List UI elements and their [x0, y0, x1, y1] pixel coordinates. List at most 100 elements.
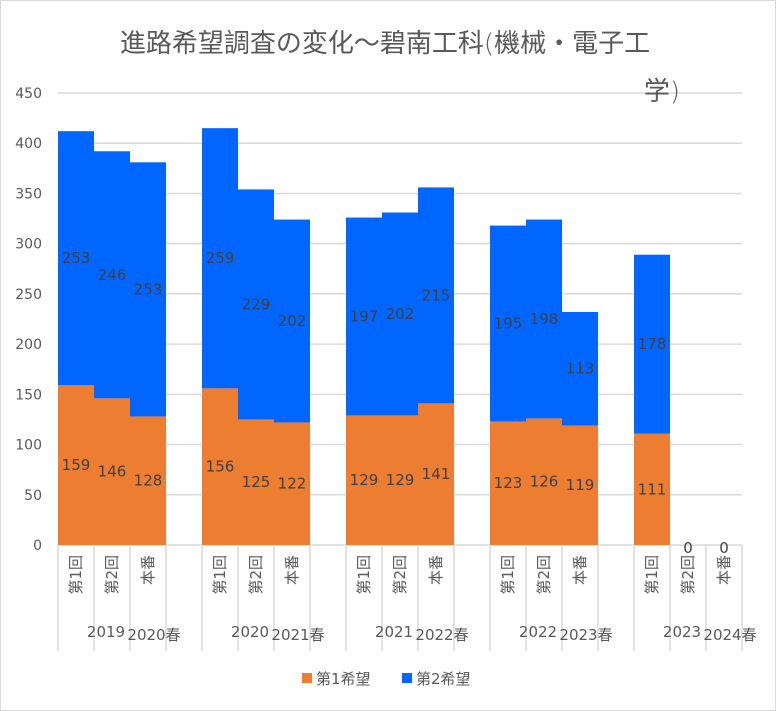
legend-swatch-first-choice: [302, 673, 312, 683]
y-tick-label: 450: [15, 86, 42, 102]
bar-first-choice: [238, 419, 274, 545]
data-label-second-choice: 202: [278, 312, 307, 330]
bar-second-choice: [202, 128, 238, 389]
bar-second-choice: [238, 189, 274, 420]
chart-title-line-1: 進路希望調査の変化～碧南工科(機械・電子工: [120, 29, 650, 59]
category-label: 第2回: [535, 555, 553, 595]
y-tick-label: 0: [33, 538, 42, 554]
data-label-second-choice: 246: [98, 266, 127, 284]
bar-second-choice: [130, 162, 166, 417]
group-label-year: 2023: [663, 623, 701, 641]
bars: [58, 128, 670, 545]
bar-second-choice: [58, 131, 94, 386]
category-label: 本番: [139, 555, 157, 585]
category-label: 第2回: [391, 555, 409, 595]
data-label-second-choice: 113: [566, 360, 595, 378]
category-label: 第1回: [499, 555, 517, 595]
chart-title-line-2: 学): [644, 77, 680, 107]
group-label-year: 2020: [231, 623, 269, 641]
bar-second-choice: [274, 219, 310, 423]
gridlines: [58, 92, 742, 496]
data-label-first-choice: 119: [566, 476, 595, 494]
data-label-first-choice: 0: [683, 539, 693, 557]
data-label-second-choice: 195: [494, 315, 523, 333]
data-label-first-choice: 146: [98, 463, 127, 481]
group-label-spring: 2020春: [127, 626, 180, 644]
data-label-second-choice: 202: [386, 305, 415, 323]
y-tick-label: 100: [15, 438, 42, 454]
y-axis-ticks: 0 50 100 150 200 250 300 350 400 450: [15, 86, 42, 554]
bar-first-choice: [202, 388, 238, 545]
category-label: 本番: [571, 555, 589, 585]
bar-first-choice: [346, 415, 382, 545]
y-tick-label: 400: [15, 136, 42, 152]
bar-second-choice: [94, 151, 130, 399]
bar-first-choice: [382, 415, 418, 545]
group-label-year: 2021: [375, 623, 413, 641]
data-label-second-choice: 259: [206, 249, 235, 267]
y-tick-label: 200: [15, 337, 42, 353]
group-label-year: 2022: [519, 623, 557, 641]
category-label: 第1回: [643, 555, 661, 595]
y-tick-label: 50: [24, 488, 42, 504]
legend: 第1希望 第2希望: [302, 670, 471, 688]
data-label-first-choice: 0: [719, 539, 729, 557]
data-label-second-choice: 253: [134, 280, 163, 298]
bar-second-choice: [526, 219, 562, 419]
bar-second-choice: [634, 254, 670, 434]
category-label: 第1回: [355, 555, 373, 595]
bar-first-choice: [418, 403, 454, 545]
bar-second-choice: [382, 212, 418, 416]
bar-first-choice: [526, 418, 562, 545]
category-label: 本番: [715, 555, 733, 585]
category-label: 第2回: [679, 555, 697, 595]
bar-second-choice: [562, 311, 598, 426]
data-label-first-choice: 159: [62, 456, 91, 474]
group-label-spring: 2023春: [559, 626, 612, 644]
data-label-second-choice: 229: [242, 295, 271, 313]
bar-first-choice: [490, 421, 526, 545]
y-tick-label: 300: [15, 237, 42, 253]
legend-label-second-choice: 第2希望: [416, 670, 471, 688]
category-label: 本番: [427, 555, 445, 585]
y-tick-label: 150: [15, 387, 42, 403]
legend-swatch-second-choice: [402, 673, 412, 683]
data-label-first-choice: 129: [350, 471, 379, 489]
data-label-second-choice: 215: [422, 286, 451, 304]
category-label: 第1回: [67, 555, 85, 595]
category-label: 本番: [283, 555, 301, 585]
legend-label-first-choice: 第1希望: [316, 670, 371, 688]
category-label: 第1回: [211, 555, 229, 595]
bar-first-choice: [562, 425, 598, 545]
group-label-spring: 2022春: [415, 626, 468, 644]
bar-first-choice: [130, 416, 166, 545]
data-label-first-choice: 125: [242, 473, 271, 491]
category-axis-lines: [57, 544, 743, 651]
bar-second-choice: [346, 217, 382, 416]
data-label-first-choice: 123: [494, 474, 523, 492]
y-tick-label: 250: [15, 287, 42, 303]
data-label-first-choice: 129: [386, 471, 415, 489]
data-label-second-choice: 198: [530, 310, 559, 328]
bar-first-choice: [274, 422, 310, 545]
bar-second-choice: [418, 187, 454, 404]
data-label-first-choice: 128: [134, 472, 163, 490]
bar-first-choice: [58, 385, 94, 545]
category-label: 第2回: [103, 555, 121, 595]
data-label-first-choice: 126: [530, 473, 559, 491]
data-label-first-choice: 156: [206, 458, 235, 476]
data-labels: 159 253 146 246 128 253 156 259 125 229 122 202 129 1…: [62, 249, 729, 557]
bar-second-choice: [490, 225, 526, 422]
data-label-first-choice: 122: [278, 475, 307, 493]
bar-first-choice: [94, 398, 130, 545]
data-label-second-choice: 178: [638, 335, 667, 353]
data-label-second-choice: 253: [62, 249, 91, 267]
bar-first-choice: [634, 433, 670, 545]
category-label: 第2回: [247, 555, 265, 595]
data-label-first-choice: 111: [638, 480, 667, 498]
group-label-spring: 2021春: [271, 626, 324, 644]
y-tick-label: 350: [15, 186, 42, 202]
group-label-year: 2019: [87, 623, 125, 641]
